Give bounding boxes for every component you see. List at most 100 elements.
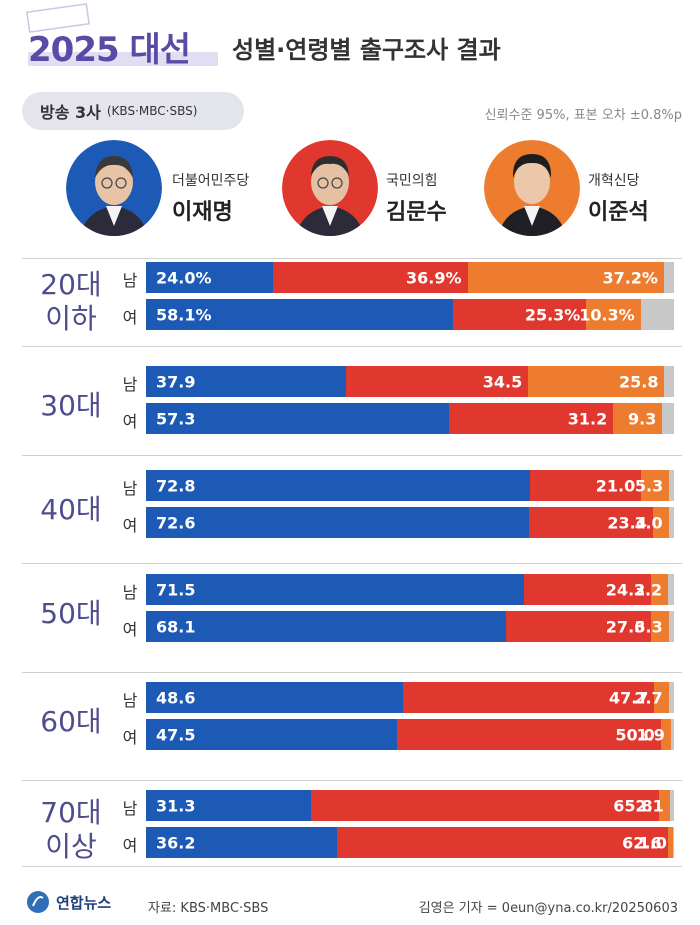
bar-segment-김문수: 36.9%	[272, 262, 468, 293]
bar-value-label: 2.1	[635, 796, 664, 815]
broadcast-badge: 방송 3사 (KBS·MBC·SBS)	[22, 92, 244, 130]
sex-label: 여	[122, 620, 138, 639]
bar-segment-이재명: 31.3	[146, 790, 312, 821]
group-divider	[22, 780, 682, 781]
bar-value-label: 57.3	[156, 409, 196, 428]
candidate-party: 더불어민주당	[172, 173, 250, 189]
bar-value-label: 36.9%	[406, 268, 462, 287]
bar-segment-이재명: 68.1	[146, 611, 506, 642]
stacked-bar: 36.2 62.6 1.0	[146, 827, 674, 858]
bar-segment-김문수: 24.2	[523, 574, 652, 605]
bar-value-label: 62.6	[622, 833, 662, 852]
bar-segment-이준석: 3.3	[634, 611, 669, 642]
bar-value-label: 3.2	[633, 580, 663, 599]
bar-segment-이재명: 57.3	[146, 403, 449, 434]
bar-segment-이준석: 3.2	[634, 574, 669, 605]
stacked-bar: 37.9 34.5 25.8	[146, 366, 674, 397]
candidate-photo-icon	[484, 140, 580, 236]
age-group-label: 70대 이상	[26, 796, 116, 863]
title-year: 2025 대선	[28, 30, 191, 70]
bar-value-label: 3.0	[634, 513, 663, 532]
bar-segment-이재명: 37.9	[146, 366, 347, 397]
bar-value-label: 68.1	[156, 617, 196, 636]
bar-segment-이재명: 72.8	[146, 470, 531, 501]
candidate-name: 이재명	[172, 200, 233, 225]
sex-label: 남	[122, 799, 138, 818]
stacked-bar: 71.5 24.2 3.2	[146, 574, 674, 605]
bar-segment-이재명: 58.1%	[146, 299, 453, 330]
group-divider	[22, 455, 682, 456]
bar-segment-이재명: 24.0%	[146, 262, 273, 293]
sex-label: 여	[122, 412, 138, 431]
bar-segment-이재명: 71.5	[146, 574, 524, 605]
age-group-label-line: 20대	[40, 268, 102, 301]
group-divider	[22, 563, 682, 564]
bar-value-label: 1.9	[636, 725, 665, 744]
bar-segment-이재명: 36.2	[146, 827, 338, 858]
age-group-label: 40대	[26, 493, 116, 527]
bar-segment-이재명: 72.6	[146, 507, 530, 538]
bar-segment-김문수: 21.0	[530, 470, 642, 501]
candidate-photo-icon	[282, 140, 378, 236]
sex-label: 남	[122, 271, 138, 290]
candidate-name: 김문수	[386, 200, 447, 225]
broadcast-networks: (KBS·MBC·SBS)	[106, 104, 198, 118]
bar-segment-이준석: 10.3%	[579, 299, 641, 330]
candidate-lee-junseok: 개혁신당 이준석	[484, 140, 684, 252]
sex-label: 여	[122, 728, 138, 747]
sex-label: 여	[122, 308, 138, 327]
stacked-bar: 58.1% 25.3% 10.3%	[146, 299, 674, 330]
sex-label: 남	[122, 691, 138, 710]
stacked-bar: 24.0% 36.9% 37.2%	[146, 262, 674, 293]
bar-value-label: 50.0	[615, 725, 655, 744]
bar-segment-이준석: 3.0	[634, 507, 669, 538]
bar-value-label: 23.4	[607, 513, 647, 532]
sex-label: 남	[122, 375, 138, 394]
bar-value-label: 58.1%	[156, 305, 212, 324]
bar-value-label: 2.7	[634, 688, 663, 707]
bar-value-label: 71.5	[156, 580, 196, 599]
bar-segment-김문수: 47.7	[402, 682, 655, 713]
age-group-label-line: 30대	[40, 389, 102, 422]
stacked-bar: 68.1 27.6 3.3	[146, 611, 674, 642]
bar-value-label: 21.0	[595, 476, 636, 495]
bar-value-label: 37.2%	[602, 268, 658, 287]
stacked-bar: 31.3 65.8 2.1	[146, 790, 674, 821]
age-group-label: 30대	[26, 389, 116, 423]
bar-value-label: 72.6	[156, 513, 196, 532]
stacked-bar: 72.8 21.0 5.3	[146, 470, 674, 501]
bar-segment-이준석: 37.2%	[467, 262, 664, 293]
sex-label: 여	[122, 516, 138, 535]
age-group-label: 20대 이하	[26, 268, 116, 335]
bar-segment-김문수: 34.5	[346, 366, 529, 397]
group-divider	[22, 346, 682, 347]
bar-value-label: 47.7	[608, 688, 649, 707]
broadcast-label: 방송 3사	[40, 103, 101, 122]
bar-value-label: 5.3	[634, 476, 664, 495]
title-subtitle: 성별·연령별 출구조사 결과	[232, 36, 501, 64]
group-divider	[22, 672, 682, 673]
yonhap-logo-icon	[27, 891, 49, 913]
bar-segment-김문수: 23.4	[529, 507, 653, 538]
bar-value-label: 24.0%	[156, 268, 212, 287]
bar-segment-이준석: 1.9	[636, 719, 671, 750]
bar-value-label: 9.3	[628, 409, 657, 428]
bar-value-label: 3.3	[634, 617, 663, 636]
bar-segment-김문수: 62.6	[337, 827, 668, 858]
bar-segment-김문수: 50.0	[396, 719, 661, 750]
bar-segment-김문수: 25.3%	[452, 299, 587, 330]
stacked-bar: 57.3 31.2 9.3	[146, 403, 674, 434]
yonhap-logo-text: 연합뉴스	[56, 893, 112, 912]
candidate-name: 이준석	[588, 200, 649, 225]
candidate-photo-icon	[66, 140, 162, 236]
bar-segment-이준석: 25.8	[528, 366, 665, 397]
stacked-bar: 47.5 50.0 1.9	[146, 719, 674, 750]
sex-label: 남	[122, 583, 138, 602]
age-group-label: 50대	[26, 597, 116, 631]
credit-note: 김영은 기자 = 0eun@yna.co.kr/20250603	[418, 901, 678, 916]
candidate-party: 국민의힘	[386, 173, 438, 189]
bar-value-label: 24.2	[605, 580, 646, 599]
bar-segment-이준석: 2.1	[635, 790, 670, 821]
sex-label: 남	[122, 479, 138, 498]
bar-value-label: 47.5	[156, 725, 196, 744]
